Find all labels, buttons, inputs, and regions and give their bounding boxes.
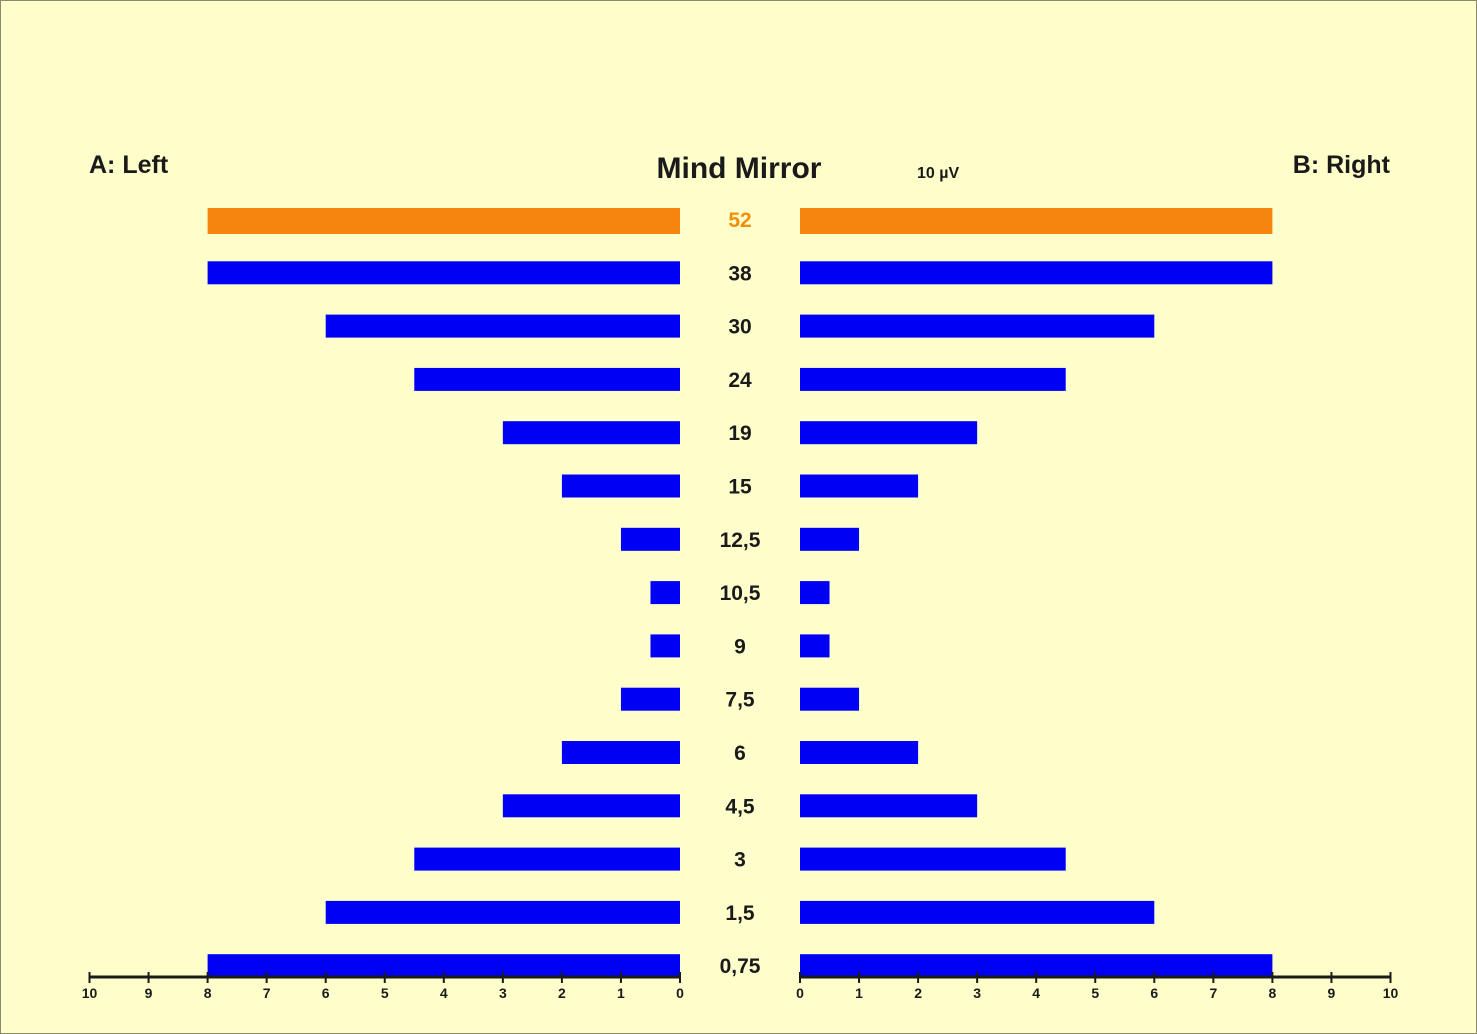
bar-left-30 xyxy=(325,314,680,338)
bar-right-24 xyxy=(800,367,1066,391)
right-tick-label: 5 xyxy=(1091,985,1099,1001)
right-tick-label: 0 xyxy=(796,985,804,1001)
bar-right-3 xyxy=(800,847,1066,871)
band-label: 9 xyxy=(734,635,746,658)
left-tick-label: 10 xyxy=(82,985,98,1001)
band-label: 52 xyxy=(728,209,751,232)
right-channel-label: B: Right xyxy=(1292,151,1390,179)
bar-right-0,75 xyxy=(800,954,1273,978)
right-tick-label: 7 xyxy=(1209,985,1217,1001)
left-tick-label: 1 xyxy=(617,985,625,1001)
bar-right-9 xyxy=(800,634,830,658)
bar-left-12,5 xyxy=(620,527,680,551)
bar-left-9 xyxy=(650,634,680,658)
band-label: 19 xyxy=(728,422,751,445)
right-tick-label: 9 xyxy=(1328,985,1336,1001)
left-tick-label: 4 xyxy=(440,985,448,1001)
band-label: 15 xyxy=(728,476,752,499)
left-channel-label: A: Left xyxy=(89,151,169,179)
bar-left-6 xyxy=(561,741,680,764)
bar-left-38 xyxy=(207,261,680,285)
right-tick-label: 8 xyxy=(1269,985,1277,1001)
left-tick-label: 2 xyxy=(558,985,566,1001)
band-label: 24 xyxy=(728,369,752,392)
right-tick-label: 10 xyxy=(1383,985,1399,1001)
right-tick-label: 4 xyxy=(1032,985,1040,1001)
left-tick-label: 3 xyxy=(499,985,507,1001)
bar-right-6 xyxy=(800,741,919,764)
bar-left-0,75 xyxy=(207,954,680,978)
bar-right-38 xyxy=(800,261,1273,285)
left-tick-label: 9 xyxy=(145,985,153,1001)
right-tick-label: 1 xyxy=(855,985,863,1001)
right-tick-label: 2 xyxy=(914,985,922,1001)
left-tick-label: 5 xyxy=(381,985,389,1001)
band-label: 6 xyxy=(734,742,746,765)
bar-right-15 xyxy=(800,474,919,498)
bar-left-1,5 xyxy=(325,900,680,924)
band-label: 10,5 xyxy=(720,582,761,605)
left-tick-label: 8 xyxy=(204,985,212,1001)
bar-right-12,5 xyxy=(800,527,860,551)
bar-right-10,5 xyxy=(800,581,830,605)
bar-right-1,5 xyxy=(800,900,1155,924)
bar-right-52 xyxy=(800,208,1273,234)
bar-left-52 xyxy=(207,208,680,234)
band-label: 0,75 xyxy=(720,955,761,978)
band-label: 30 xyxy=(728,316,751,339)
left-tick-label: 6 xyxy=(322,985,330,1001)
bar-left-4,5 xyxy=(502,794,680,818)
bar-right-4,5 xyxy=(800,794,978,818)
band-label: 7,5 xyxy=(725,689,755,712)
band-label: 38 xyxy=(728,262,752,285)
band-label: 12,5 xyxy=(720,529,761,552)
bar-left-3 xyxy=(414,847,680,871)
left-tick-label: 0 xyxy=(676,985,684,1001)
bar-left-15 xyxy=(561,474,680,498)
right-tick-label: 6 xyxy=(1150,985,1158,1001)
band-label: 1,5 xyxy=(725,902,755,925)
right-tick-label: 3 xyxy=(973,985,981,1001)
chart-title: Mind Mirror xyxy=(656,152,822,185)
band-label: 4,5 xyxy=(725,795,755,818)
bar-right-19 xyxy=(800,421,978,445)
bar-left-24 xyxy=(414,367,680,391)
left-tick-label: 7 xyxy=(263,985,271,1001)
bar-right-7,5 xyxy=(800,687,860,711)
band-label: 3 xyxy=(734,849,746,872)
bar-left-10,5 xyxy=(650,581,680,605)
unit-label: 10 µV xyxy=(917,165,960,182)
bar-left-7,5 xyxy=(620,687,680,711)
bar-right-30 xyxy=(800,314,1155,338)
bar-left-19 xyxy=(502,421,680,445)
